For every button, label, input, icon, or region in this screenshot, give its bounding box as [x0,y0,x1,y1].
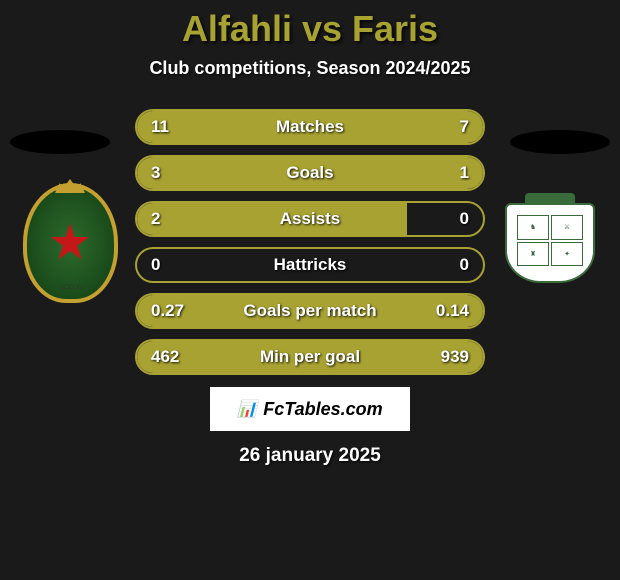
page-title: Alfahli vs Faris [0,8,620,50]
stat-row: 20Assists [135,201,485,237]
crest-faris: ♞ ⚔ ♜ ✦ [505,203,595,283]
shadow-left [10,130,110,154]
comparison-card: Alfahli vs Faris Club competitions, Seas… [0,0,620,580]
team-logo-right: ♞ ⚔ ♜ ✦ [500,178,600,308]
stat-label: Goals per match [137,301,483,321]
stat-label: Hattricks [137,255,483,275]
crest-alfahli: ○○○○○ [23,183,118,303]
subtitle: Club competitions, Season 2024/2025 [0,58,620,79]
stat-row: 0.270.14Goals per match [135,293,485,329]
stat-row: 00Hattricks [135,247,485,283]
attribution-text: FcTables.com [263,399,382,420]
shield-grid: ♞ ⚔ ♜ ✦ [517,215,583,266]
attribution-badge: 📊 FcTables.com [210,387,410,431]
stat-row: 117Matches [135,109,485,145]
stat-row: 462939Min per goal [135,339,485,375]
stat-label: Matches [137,117,483,137]
shield-quadrant: ⚔ [551,215,583,240]
crown-icon [55,179,85,193]
olympic-rings-icon: ○○○○○ [58,281,81,293]
team-logo-left: ○○○○○ [20,178,120,308]
chart-icon: 📊 [237,399,257,419]
stat-label: Goals [137,163,483,183]
shadow-right [510,130,610,154]
stat-label: Assists [137,209,483,229]
shield-quadrant: ♜ [517,242,549,267]
stat-row: 31Goals [135,155,485,191]
shield-quadrant: ✦ [551,242,583,267]
shield-quadrant: ♞ [517,215,549,240]
star-icon [50,223,90,263]
stat-label: Min per goal [137,347,483,367]
stats-panel: 117Matches 31Goals 20Assists 00Hattricks 0.2… [135,109,485,375]
date-label: 26 january 2025 [0,445,620,467]
